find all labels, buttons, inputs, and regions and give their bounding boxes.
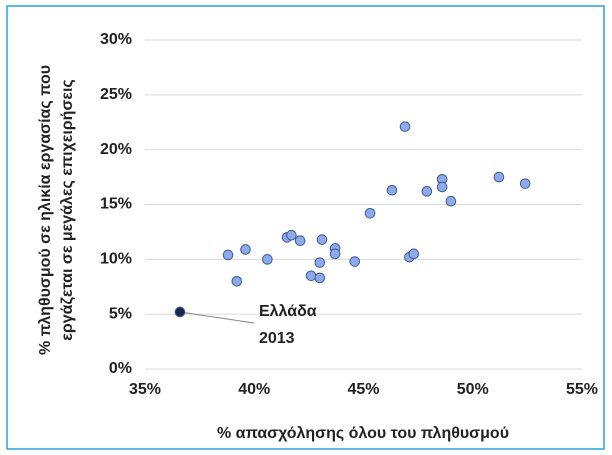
highlight-point <box>174 306 186 318</box>
y-tick-label: 25% <box>100 86 132 103</box>
point <box>262 254 273 265</box>
y-tick-label: 15% <box>100 196 132 213</box>
x-tick-label: 35% <box>129 381 161 398</box>
point <box>294 235 306 246</box>
point <box>399 121 411 132</box>
point <box>286 229 297 241</box>
point <box>240 244 251 255</box>
point <box>493 171 505 183</box>
annotation-text: 2013 <box>259 330 295 347</box>
y-tick-label: 30% <box>100 31 132 48</box>
point <box>364 207 376 219</box>
point <box>445 195 457 207</box>
point <box>519 178 531 189</box>
chart-frame <box>6 5 605 450</box>
point <box>222 249 234 261</box>
point <box>329 248 341 260</box>
y-tick-label: 0% <box>109 360 132 377</box>
y-axis-title: εργάζεται σε μεγάλες επιχειρήσεις <box>59 79 76 340</box>
x-tick-label: 40% <box>238 381 270 398</box>
point <box>386 184 398 196</box>
y-tick-label: 10% <box>100 251 132 268</box>
point <box>436 181 448 193</box>
point <box>408 248 420 260</box>
point <box>421 186 433 197</box>
annotation-leader <box>179 311 255 324</box>
point <box>305 270 317 282</box>
point <box>314 272 326 284</box>
y-tick-label: 5% <box>109 305 132 322</box>
point <box>316 234 328 245</box>
y-tick-label: 20% <box>100 141 132 158</box>
point <box>349 256 361 267</box>
annotation-text: Ελλάδα <box>259 303 317 320</box>
x-tick-label: 55% <box>566 381 598 398</box>
x-axis-title: % απασχόλησης όλου του πληθυσμού <box>217 425 509 442</box>
x-tick-label: 50% <box>457 381 489 398</box>
point <box>231 275 243 287</box>
point <box>314 257 326 268</box>
y-axis-title: % πληθυσμού σε ηλικία εργασίας που <box>37 65 54 355</box>
x-tick-label: 45% <box>347 381 379 398</box>
